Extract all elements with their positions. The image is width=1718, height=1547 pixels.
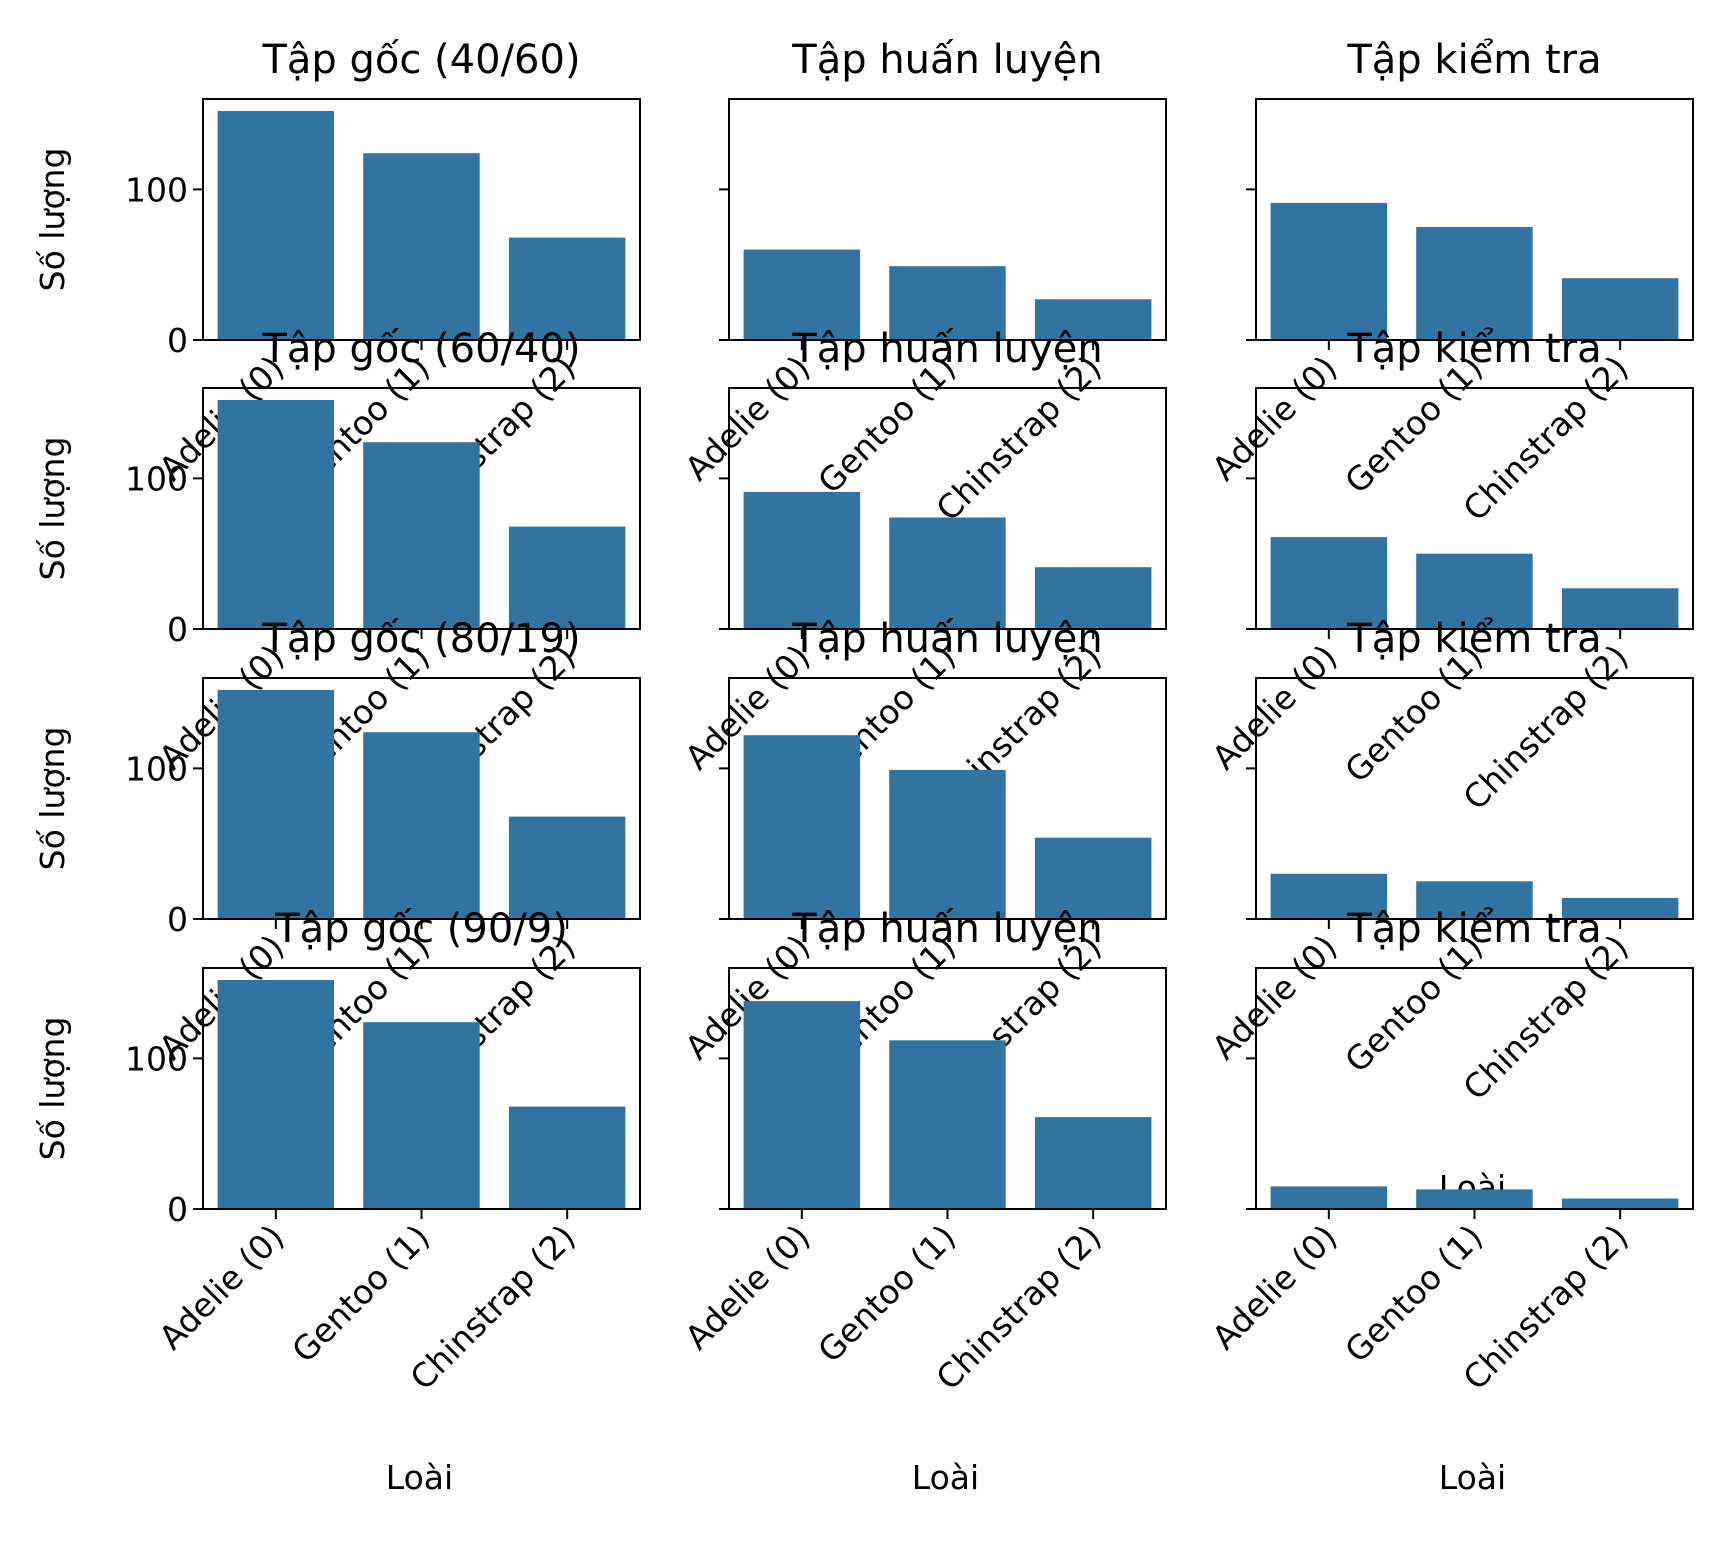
y-axis-label: Số lượng (33, 437, 72, 581)
bar-chinstrap (508, 237, 626, 340)
bar-chinstrap (1561, 278, 1679, 340)
bar-adelie (217, 111, 335, 340)
x-tick-label: Gentoo (1) (284, 1217, 437, 1370)
bar-chinstrap (1561, 897, 1679, 919)
subplot-title: Tập gốc (60/40) (261, 326, 580, 372)
bar-gentoo (889, 1040, 1006, 1209)
bar-chinstrap (508, 1106, 626, 1209)
bar-chinstrap (508, 526, 626, 629)
x-tick-label: Adelie (0) (1204, 1217, 1344, 1357)
bar-gentoo (363, 442, 480, 629)
bar-gentoo (889, 517, 1006, 629)
subplot-r4-c2: Adelie (0)Gentoo (1)Chinstrap (2)LoàiTập… (677, 906, 1167, 1497)
bar-gentoo (889, 266, 1006, 340)
subplot-title: Tập huấn luyện (791, 37, 1102, 83)
bar-gentoo (363, 732, 480, 919)
bar-adelie (217, 980, 335, 1209)
bar-chinstrap (1561, 1198, 1679, 1209)
bar-adelie (1270, 537, 1388, 629)
bar-chinstrap (1561, 588, 1679, 629)
bar-chinstrap (1034, 299, 1152, 340)
x-tick-label: Gentoo (1) (810, 1217, 963, 1370)
x-axis-label: Loài (912, 1458, 979, 1497)
bar-adelie (743, 735, 861, 919)
bar-gentoo (1416, 553, 1533, 629)
bar-chinstrap (1034, 567, 1152, 629)
bar-gentoo (1416, 881, 1533, 919)
y-tick-label: 100 (125, 459, 188, 498)
bar-adelie (743, 1001, 861, 1209)
subplot-title: Tập huấn luyện (791, 906, 1102, 952)
y-tick-label: 0 (167, 610, 188, 649)
subplot-title: Tập huấn luyện (791, 616, 1102, 662)
bar-adelie (1270, 1186, 1388, 1209)
y-axis-label: Số lượng (33, 148, 72, 292)
bar-adelie (1270, 873, 1388, 919)
y-tick-label: 100 (125, 749, 188, 788)
subplot-title: Tập gốc (80/19) (261, 616, 580, 662)
y-tick-label: 0 (167, 900, 188, 939)
bar-gentoo (1416, 227, 1533, 340)
x-tick-label: Adelie (0) (1204, 927, 1344, 1067)
bar-gentoo (889, 769, 1006, 919)
bar-adelie (743, 491, 861, 629)
x-axis-label: Loài (1439, 1458, 1506, 1497)
x-tick-label: Adelie (0) (677, 1217, 817, 1357)
bar-chinstrap (508, 816, 626, 919)
subplot-title: Tập kiểm tra (1346, 616, 1601, 662)
bar-chinstrap (1034, 837, 1152, 919)
bar-adelie (217, 690, 335, 919)
subplot-title: Tập gốc (90/9) (274, 906, 568, 952)
bar-gentoo (363, 1022, 480, 1209)
y-tick-label: 100 (125, 1039, 188, 1078)
y-axis-label: Số lượng (33, 1017, 72, 1161)
subplot-title: Tập kiểm tra (1346, 906, 1601, 952)
x-axis-label: Loài (386, 1458, 453, 1497)
y-tick-label: 0 (167, 1190, 188, 1229)
subplot-title: Tập kiểm tra (1346, 37, 1601, 83)
x-tick-label: Gentoo (1) (1337, 1217, 1490, 1370)
bar-gentoo (1416, 1189, 1533, 1209)
x-tick-label: Adelie (0) (1204, 637, 1344, 777)
bar-chinstrap (1034, 1117, 1152, 1209)
bar-adelie (217, 400, 335, 629)
bar-adelie (743, 249, 861, 340)
y-axis-label: Số lượng (33, 727, 72, 871)
subplot-title: Tập huấn luyện (791, 326, 1102, 372)
x-tick-label: Adelie (0) (1204, 348, 1344, 488)
bar-adelie (1270, 202, 1388, 340)
x-tick-label: Adelie (0) (151, 1217, 291, 1357)
y-tick-label: 100 (125, 170, 188, 209)
bar-gentoo (363, 153, 480, 340)
subplot-title: Tập gốc (40/60) (261, 37, 580, 83)
y-tick-label: 0 (167, 321, 188, 360)
subplot-title: Tập kiểm tra (1346, 326, 1601, 372)
